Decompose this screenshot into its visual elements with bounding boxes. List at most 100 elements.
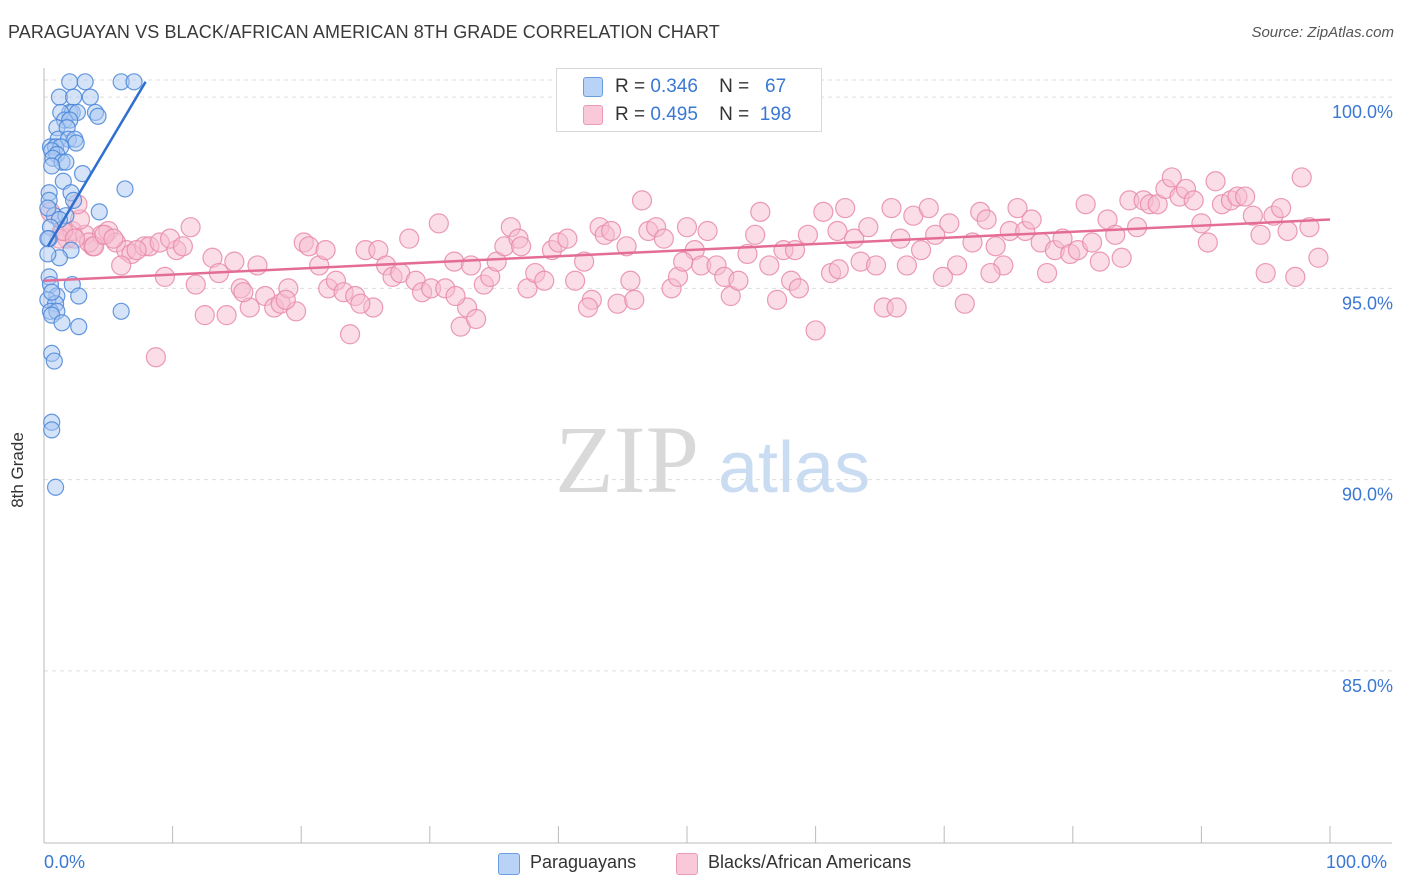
point-blacks xyxy=(1161,167,1182,188)
point-blacks xyxy=(1277,220,1298,242)
point-paraguayans xyxy=(125,73,143,91)
point-paraguayans xyxy=(64,88,83,106)
point-blacks xyxy=(1250,224,1271,245)
legend-swatch-blue xyxy=(583,77,603,97)
point-blacks xyxy=(797,224,818,245)
point-blacks xyxy=(216,305,237,326)
point-blacks xyxy=(275,289,296,310)
point-blacks xyxy=(1255,262,1276,284)
point-blacks xyxy=(750,201,771,222)
grid-lines xyxy=(44,79,1392,672)
series-blacks-points xyxy=(40,167,1329,368)
legend-label: Blacks/African Americans xyxy=(708,852,912,872)
point-blacks xyxy=(511,236,532,257)
point-paraguayans xyxy=(43,157,61,175)
point-blacks xyxy=(624,289,645,310)
point-blacks xyxy=(233,282,254,303)
point-blacks xyxy=(1285,266,1306,287)
trend-line-blacks xyxy=(43,218,1331,282)
point-paraguayans xyxy=(90,203,108,221)
point-blacks xyxy=(1191,213,1212,234)
point-blacks xyxy=(1036,262,1058,284)
point-blacks xyxy=(616,236,637,257)
point-blacks xyxy=(1105,224,1126,245)
legend-n-label: N = xyxy=(719,76,750,97)
point-blacks xyxy=(574,251,595,272)
legend-n-value: 198 xyxy=(759,104,792,125)
point-blacks xyxy=(577,297,599,318)
point-blacks xyxy=(865,255,887,276)
point-blacks xyxy=(172,236,193,257)
point-blacks xyxy=(858,217,879,238)
point-paraguayans xyxy=(43,283,61,301)
point-blacks xyxy=(350,293,371,314)
point-blacks xyxy=(745,224,766,245)
point-blacks xyxy=(910,240,932,261)
legend-swatch-pink xyxy=(676,853,698,875)
point-paraguayans xyxy=(39,199,57,217)
point-blacks xyxy=(766,289,788,310)
point-blacks xyxy=(315,240,336,261)
y-tick-label: 90.0% xyxy=(1342,485,1393,505)
point-paraguayans xyxy=(70,287,88,305)
point-blacks xyxy=(1299,217,1320,238)
point-blacks xyxy=(601,220,622,242)
point-blacks xyxy=(1081,232,1103,253)
point-blacks xyxy=(460,255,482,276)
y-tick-labels: 100.0% 95.0% 90.0% 85.0% xyxy=(1332,102,1393,696)
point-blacks xyxy=(673,251,694,272)
point-paraguayans xyxy=(116,180,134,198)
point-blacks xyxy=(180,217,201,238)
point-blacks xyxy=(918,197,939,219)
point-paraguayans xyxy=(43,421,61,439)
y-tick-label: 85.0% xyxy=(1342,676,1393,696)
point-paraguayans xyxy=(81,88,99,106)
x-tick-label-max: 100.0% xyxy=(1326,852,1388,872)
x-tick-label-min: 0.0% xyxy=(44,852,86,872)
legend-swatch-pink xyxy=(583,105,603,125)
point-blacks xyxy=(676,217,698,238)
legend-n-value: 67 xyxy=(765,76,787,97)
point-blacks xyxy=(828,259,849,280)
chart-title: PARAGUAYAN VS BLACK/AFRICAN AMERICAN 8TH… xyxy=(8,22,720,42)
point-blacks xyxy=(1089,251,1110,272)
point-blacks xyxy=(827,220,848,242)
point-blacks xyxy=(565,270,586,291)
point-blacks xyxy=(465,308,487,330)
point-blacks xyxy=(939,213,960,234)
point-blacks xyxy=(534,270,555,291)
point-paraguayans xyxy=(39,245,57,263)
point-blacks xyxy=(1235,186,1256,207)
y-tick-label: 95.0% xyxy=(1342,293,1393,313)
point-blacks xyxy=(445,285,466,307)
point-blacks xyxy=(111,255,132,276)
point-blacks xyxy=(1183,190,1204,211)
legend-r-label: R = xyxy=(615,76,646,97)
point-blacks xyxy=(399,228,420,249)
point-blacks xyxy=(946,255,968,276)
point-blacks xyxy=(339,324,361,345)
point-paraguayans xyxy=(70,318,88,336)
point-blacks xyxy=(1021,209,1042,230)
point-blacks xyxy=(835,197,856,219)
point-blacks xyxy=(954,293,975,314)
watermark-atlas: atlas xyxy=(718,428,870,508)
point-blacks xyxy=(154,266,175,287)
point-paraguayans xyxy=(45,352,63,370)
point-blacks xyxy=(886,297,907,318)
legend-swatch-blue xyxy=(498,853,520,875)
stats-legend: R = 0.346 N = 67 R = 0.495 N = 198 xyxy=(556,68,822,132)
point-paraguayans xyxy=(46,478,65,496)
point-blacks xyxy=(788,278,809,299)
point-blacks xyxy=(697,220,718,242)
point-paraguayans xyxy=(61,73,79,91)
point-blacks xyxy=(145,347,166,368)
point-blacks xyxy=(932,266,954,287)
point-paraguayans xyxy=(67,134,85,152)
point-blacks xyxy=(1242,205,1263,226)
point-blacks xyxy=(557,228,578,249)
watermark: ZIP atlas xyxy=(555,406,870,513)
point-blacks xyxy=(1308,247,1329,268)
watermark-zip: ZIP xyxy=(555,406,699,513)
